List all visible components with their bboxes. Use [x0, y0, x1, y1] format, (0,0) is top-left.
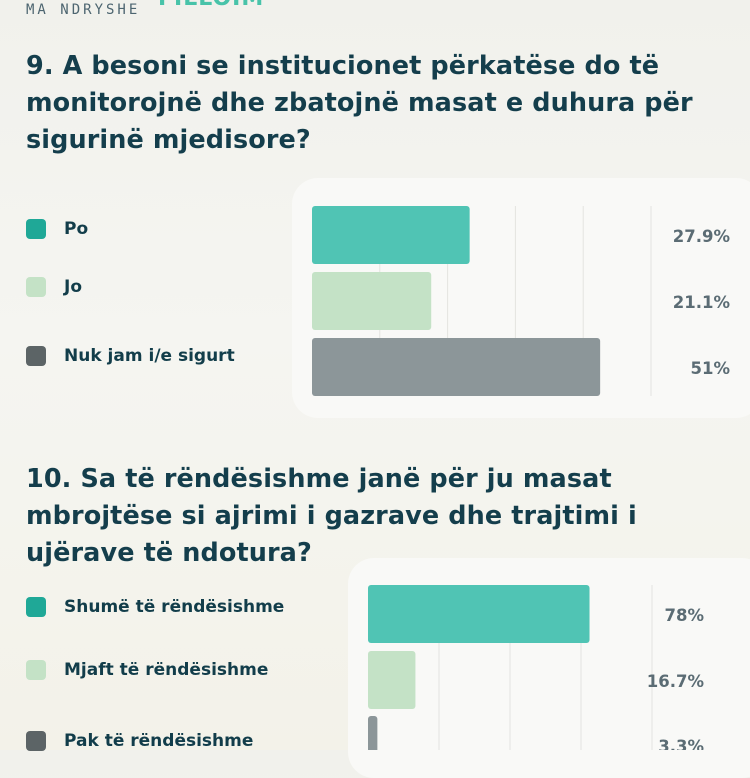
legend-swatch-not-sure — [26, 346, 46, 366]
legend-label-po: Po — [64, 219, 89, 239]
legend-item-po: Po — [26, 218, 88, 240]
bar-not-sure — [312, 338, 601, 396]
value-label-very-important: 78% — [665, 606, 705, 625]
brand-name: MA NDRYSHE — [26, 2, 141, 18]
legend-item-little-important: Pak të rëndësishme — [26, 730, 253, 752]
legend-label-very-important: Shumë të rëndësishme — [64, 597, 285, 617]
value-label-little-important: 3.3% — [658, 737, 704, 750]
q9-bar-chart: 27.9% 21.1% 51% — [312, 206, 731, 396]
brand-accent-text: FILLOIM — [158, 0, 264, 11]
legend-item-not-sure: Nuk jam i/e sigurt — [26, 345, 235, 367]
legend-label-quite-important: Mjaft të rëndësishme — [64, 660, 269, 680]
legend-swatch-quite-important — [26, 660, 46, 680]
bar-po — [312, 206, 470, 264]
bar-quite-important — [368, 651, 416, 709]
legend-swatch-little-important — [26, 731, 46, 751]
legend-swatch-jo — [26, 277, 46, 297]
bar-little-important — [368, 716, 378, 750]
question-10-title: 10. Sa të rëndësishme janë për ju masat … — [26, 464, 637, 568]
value-label-not-sure: 51% — [691, 359, 731, 378]
legend-item-very-important: Shumë të rëndësishme — [26, 596, 284, 618]
legend-item-jo: Jo — [26, 276, 82, 298]
value-label-quite-important: 16.7% — [647, 672, 705, 691]
q10-bar-chart: 78% 16.7% 3.3% — [368, 585, 705, 750]
legend-item-quite-important: Mjaft të rëndësishme — [26, 659, 268, 681]
legend-label-little-important: Pak të rëndësishme — [64, 731, 254, 751]
bar-jo — [312, 272, 432, 330]
legend-label-jo: Jo — [64, 277, 83, 297]
value-label-po: 27.9% — [673, 227, 731, 246]
legend-swatch-very-important — [26, 597, 46, 617]
question-9-title: 9. A besoni se institucionet përkatëse d… — [26, 51, 693, 155]
legend-label-not-sure: Nuk jam i/e sigurt — [64, 346, 235, 366]
value-label-jo: 21.1% — [673, 293, 731, 312]
bar-very-important — [368, 585, 590, 643]
legend-swatch-po — [26, 219, 46, 239]
